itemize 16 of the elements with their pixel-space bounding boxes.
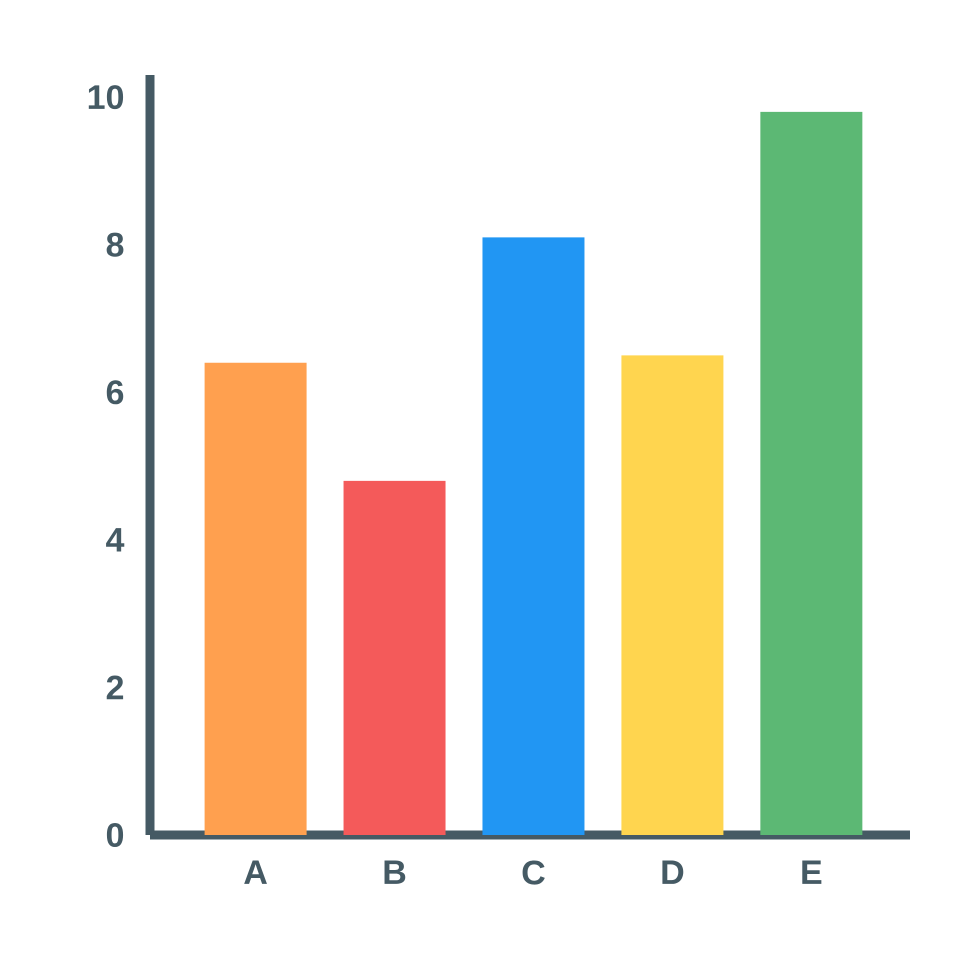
x-tick-label: E [802, 860, 822, 884]
y-tick-label: 2 [106, 676, 124, 700]
x-tick-label: B [384, 860, 406, 884]
x-tick-label: D [662, 860, 684, 884]
x-tick-label: A [244, 860, 267, 884]
y-tick-label: 0 [106, 822, 124, 848]
y-tick-label: 4 [106, 528, 124, 552]
bar [760, 112, 862, 835]
y-tick-label: 6 [106, 380, 124, 404]
bar [344, 480, 446, 835]
y-tick-label: 8 [106, 232, 124, 257]
bar [621, 355, 724, 835]
y-tick-label: 10 [88, 85, 124, 110]
x-tick-label: C [522, 860, 545, 885]
bar [482, 237, 584, 835]
bar [204, 362, 307, 835]
